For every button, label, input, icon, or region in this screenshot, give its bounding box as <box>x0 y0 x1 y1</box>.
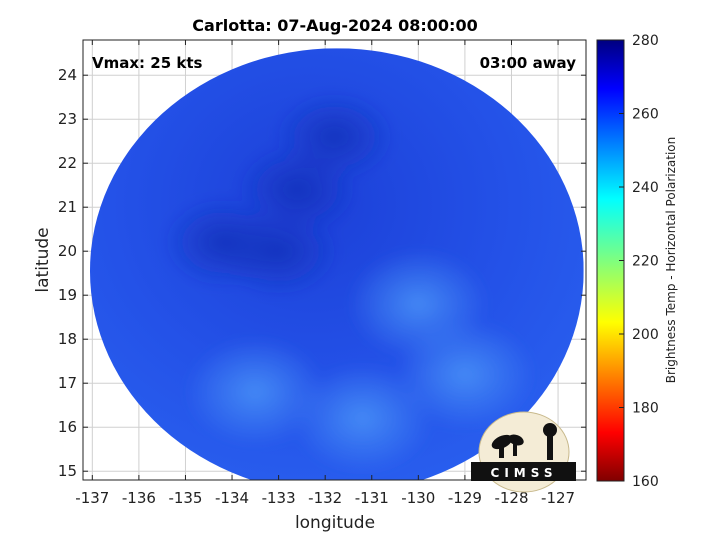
y-tick-label: 19 <box>58 286 77 304</box>
colorbar-tick-label: 220 <box>632 254 659 270</box>
x-axis-label: longitude <box>295 513 375 533</box>
warm-feature <box>292 363 433 474</box>
x-tick-label: -133 <box>262 489 296 507</box>
colorbar-tick-label: 160 <box>632 474 659 490</box>
y-tick-label: 21 <box>58 198 77 216</box>
y-tick-label: 15 <box>58 462 77 480</box>
colorbar-tick-label: 200 <box>632 327 659 343</box>
y-tick-label: 18 <box>58 330 77 348</box>
cold-feature <box>218 206 339 297</box>
y-tick-label: 22 <box>58 154 77 172</box>
x-axis-ticks: -137 -136 -135 -134 -133 -132 -131 -130 -129 -128… <box>75 40 575 507</box>
y-tick-label: 16 <box>58 418 77 436</box>
cimss-logo: CIMSS <box>471 411 576 493</box>
colorbar-ticks: 280 260 240 220 200 180 160 <box>619 33 659 490</box>
x-tick-label: -131 <box>355 489 389 507</box>
swath-image <box>89 48 584 480</box>
logo-tower-icon <box>543 423 557 460</box>
y-axis-label: latitude <box>33 227 53 292</box>
logo-text: CIMSS <box>491 466 558 480</box>
y-tick-label: 23 <box>58 110 77 128</box>
cold-feature <box>274 91 395 182</box>
y-tick-label: 17 <box>58 374 77 392</box>
vmax-annotation: Vmax: 25 kts <box>92 54 202 72</box>
x-tick-label: -127 <box>541 489 575 507</box>
x-tick-label: -134 <box>215 489 249 507</box>
y-axis-ticks: 15 16 17 18 19 20 21 22 23 24 <box>58 66 586 480</box>
colorbar-tick-label: 240 <box>632 180 659 196</box>
colorbar-tick-label: 180 <box>632 401 659 417</box>
x-tick-label: -137 <box>75 489 109 507</box>
x-tick-label: -128 <box>494 489 528 507</box>
time-offset-annotation: 03:00 away <box>480 54 577 72</box>
warm-feature <box>394 319 535 430</box>
y-tick-label: 20 <box>58 242 77 260</box>
y-tick-label: 24 <box>58 66 77 84</box>
chart-title: Carlotta: 07-Aug-2024 08:00:00 <box>192 16 477 35</box>
colorbar: 280 260 240 220 200 180 160 Brightness Temp - … <box>596 33 678 490</box>
colorbar-tick-label: 260 <box>632 107 659 123</box>
axes-box <box>82 39 587 481</box>
x-tick-label: -135 <box>168 489 202 507</box>
x-tick-label: -132 <box>308 489 342 507</box>
x-tick-label: -136 <box>122 489 156 507</box>
warm-feature <box>185 337 326 447</box>
x-tick-label: -130 <box>401 489 435 507</box>
x-tick-label: -129 <box>448 489 482 507</box>
colorbar-label: Brightness Temp - Horizontal Polarizatio… <box>664 137 678 384</box>
colorbar-tick-label: 280 <box>632 33 659 49</box>
logo-dish-icon <box>491 434 524 458</box>
